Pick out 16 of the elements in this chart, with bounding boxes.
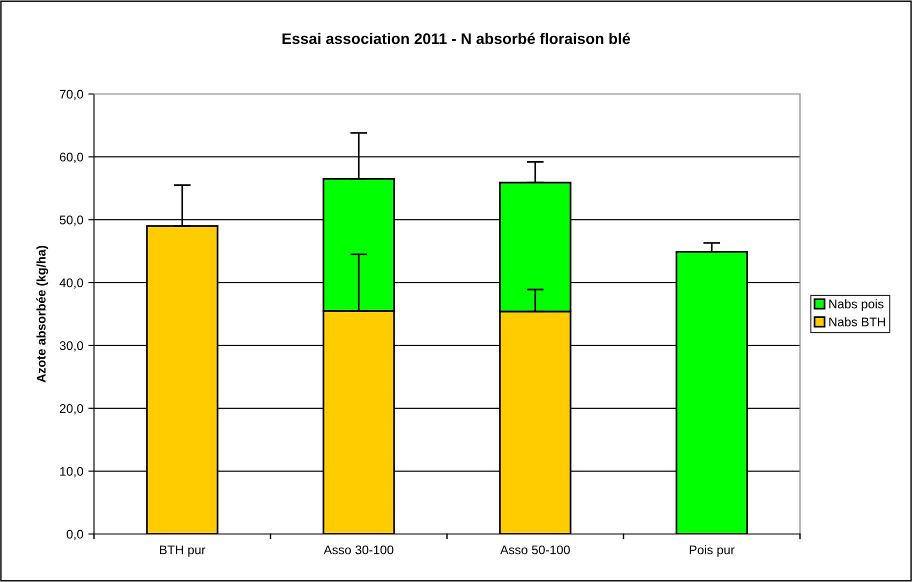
y-tick-label: 20,0 (60, 404, 84, 414)
legend-label: Nabs BTH (829, 317, 885, 326)
y-tick-label: 30,0 (60, 341, 84, 352)
y-tick-label: 10,0 (60, 466, 84, 478)
y-tick-label: 50,0 (60, 216, 84, 226)
x-tick-label: BTH pur (160, 546, 206, 557)
x-tick-label: Asso 30-100 (324, 545, 394, 554)
y-tick-label: 70,0 (60, 90, 84, 100)
y-tick-label: 0,0 (66, 530, 84, 540)
y-axis-title: Azote absorbée (kg/ha) (36, 246, 48, 382)
chart-title: Essai association 2011 - N absorbé floraison blé (282, 32, 630, 44)
y-tick-label: 60,0 (60, 152, 84, 163)
y-tick-label: 40,0 (60, 278, 84, 289)
legend-label: Nabs pois (829, 299, 884, 311)
x-tick-label: Asso 50-100 (500, 545, 570, 554)
x-tick-label: Pois pur (690, 545, 734, 557)
